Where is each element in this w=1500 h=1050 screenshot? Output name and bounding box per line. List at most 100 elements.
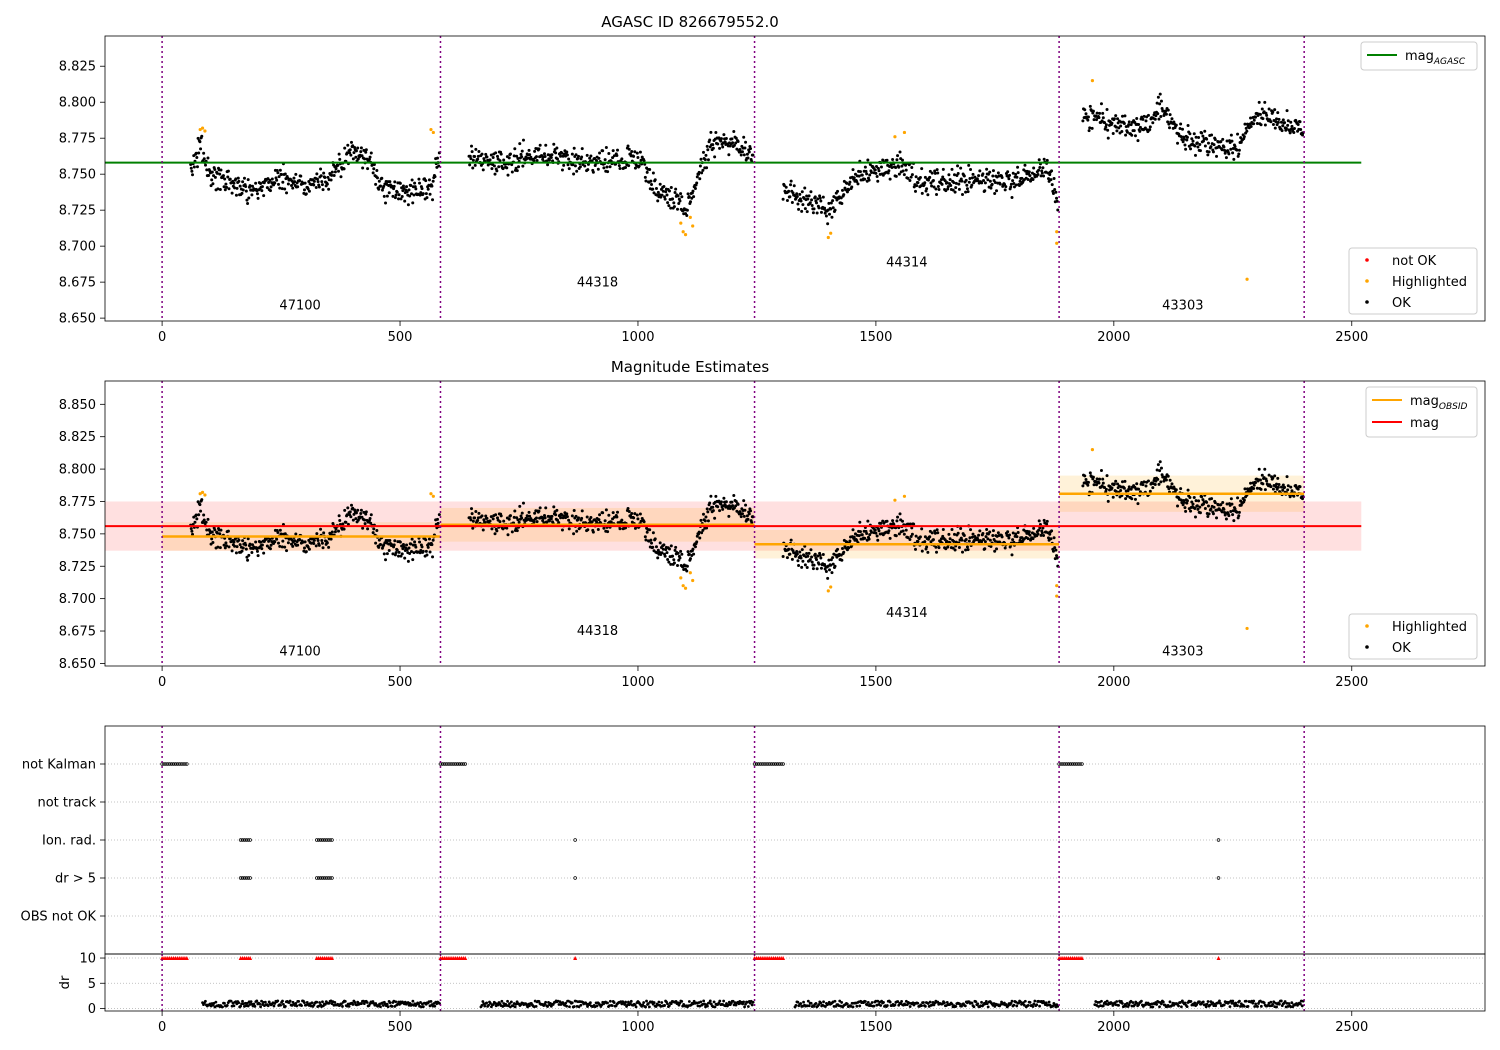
ok-point bbox=[273, 181, 277, 185]
highlighted-point bbox=[826, 235, 830, 240]
ok-point bbox=[961, 550, 965, 554]
dr-point bbox=[610, 1004, 614, 1008]
ok-point bbox=[354, 517, 358, 521]
dr-point bbox=[647, 1002, 650, 1005]
ok-point bbox=[730, 137, 734, 141]
ok-point bbox=[800, 190, 804, 194]
ok-point bbox=[1292, 130, 1296, 134]
ok-point bbox=[913, 189, 917, 193]
ok-point bbox=[567, 527, 571, 531]
ok-point bbox=[1229, 147, 1233, 151]
dr-point bbox=[1238, 999, 1241, 1003]
ok-point bbox=[405, 185, 409, 189]
ok-point bbox=[658, 541, 662, 545]
ok-point bbox=[325, 541, 329, 545]
ok-point bbox=[951, 188, 955, 192]
ok-point bbox=[377, 179, 381, 183]
ok-point bbox=[1185, 138, 1189, 142]
dr-point bbox=[513, 1005, 517, 1009]
ok-point bbox=[392, 543, 396, 547]
ok-point bbox=[615, 515, 619, 519]
flag-marker bbox=[240, 876, 245, 880]
ok-point bbox=[241, 180, 245, 184]
ok-point bbox=[932, 185, 936, 189]
ok-point bbox=[812, 207, 816, 211]
dr-point bbox=[1031, 1005, 1035, 1008]
ok-point bbox=[912, 522, 916, 526]
ok-point bbox=[210, 170, 214, 174]
ok-point bbox=[293, 539, 297, 543]
highlighted-point bbox=[431, 130, 435, 135]
ok-point bbox=[1099, 102, 1103, 106]
ok-point bbox=[1225, 502, 1229, 506]
flag-marker bbox=[1061, 762, 1065, 766]
ok-point bbox=[976, 179, 980, 183]
flag-marker bbox=[246, 876, 250, 880]
dr-point bbox=[746, 1005, 750, 1008]
ok-point bbox=[555, 146, 559, 150]
ok-point bbox=[1159, 99, 1163, 103]
dr-point bbox=[742, 1000, 746, 1004]
ok-point bbox=[377, 187, 381, 191]
ok-point bbox=[428, 192, 432, 196]
ok-point bbox=[1148, 489, 1152, 493]
dr-point bbox=[702, 999, 706, 1003]
ok-point bbox=[960, 538, 964, 542]
ok-point bbox=[926, 193, 930, 197]
ok-point bbox=[594, 158, 598, 162]
dr-point bbox=[885, 1004, 889, 1007]
ok-point bbox=[1055, 556, 1059, 560]
ok-point bbox=[1039, 174, 1043, 178]
ok-point bbox=[651, 531, 655, 535]
ok-point bbox=[947, 173, 951, 177]
ok-point bbox=[808, 201, 812, 205]
ok-point bbox=[410, 178, 414, 182]
ok-point bbox=[554, 513, 558, 517]
ok-point bbox=[198, 140, 202, 144]
ok-point bbox=[1296, 122, 1300, 126]
ok-point bbox=[816, 197, 820, 201]
ok-point bbox=[1048, 173, 1052, 177]
ok-point bbox=[388, 180, 392, 184]
ok-point bbox=[654, 545, 658, 549]
dr-point bbox=[1131, 1001, 1135, 1004]
ok-point bbox=[435, 156, 439, 160]
ok-point bbox=[485, 516, 489, 520]
ok-point bbox=[393, 180, 397, 184]
ok-point bbox=[1168, 113, 1172, 117]
highlighted-point bbox=[893, 498, 897, 502]
ok-point bbox=[1092, 118, 1096, 122]
ok-point bbox=[321, 546, 325, 550]
ok-point bbox=[695, 175, 699, 179]
flag-marker bbox=[1068, 762, 1073, 766]
ok-point bbox=[269, 543, 273, 547]
ok-point bbox=[908, 538, 912, 542]
ok-point bbox=[1213, 501, 1217, 505]
ok-point bbox=[210, 530, 214, 534]
flag-marker bbox=[330, 838, 334, 842]
ok-point bbox=[719, 137, 723, 141]
ok-point bbox=[486, 163, 490, 167]
ok-point bbox=[1155, 468, 1159, 472]
dr-point bbox=[1028, 1000, 1032, 1004]
ok-point bbox=[953, 548, 957, 552]
ok-point bbox=[240, 191, 244, 195]
ok-point bbox=[731, 141, 735, 145]
ok-point bbox=[204, 163, 208, 167]
dr-point bbox=[429, 1000, 433, 1003]
ok-point bbox=[549, 156, 553, 160]
ok-point bbox=[1184, 509, 1188, 513]
highlighted-point bbox=[691, 578, 695, 583]
ok-point bbox=[635, 513, 639, 517]
ok-point bbox=[1052, 536, 1056, 540]
ok-point bbox=[800, 548, 804, 552]
ok-point bbox=[1036, 532, 1040, 536]
ok-point bbox=[1028, 174, 1032, 178]
ok-point bbox=[351, 144, 355, 148]
ok-point bbox=[244, 547, 248, 551]
dr-clipped-marker bbox=[1216, 956, 1221, 961]
highlighted-point bbox=[679, 576, 683, 580]
dr-point bbox=[986, 1005, 990, 1009]
ok-point bbox=[845, 181, 849, 185]
dr-point bbox=[1275, 1005, 1278, 1009]
